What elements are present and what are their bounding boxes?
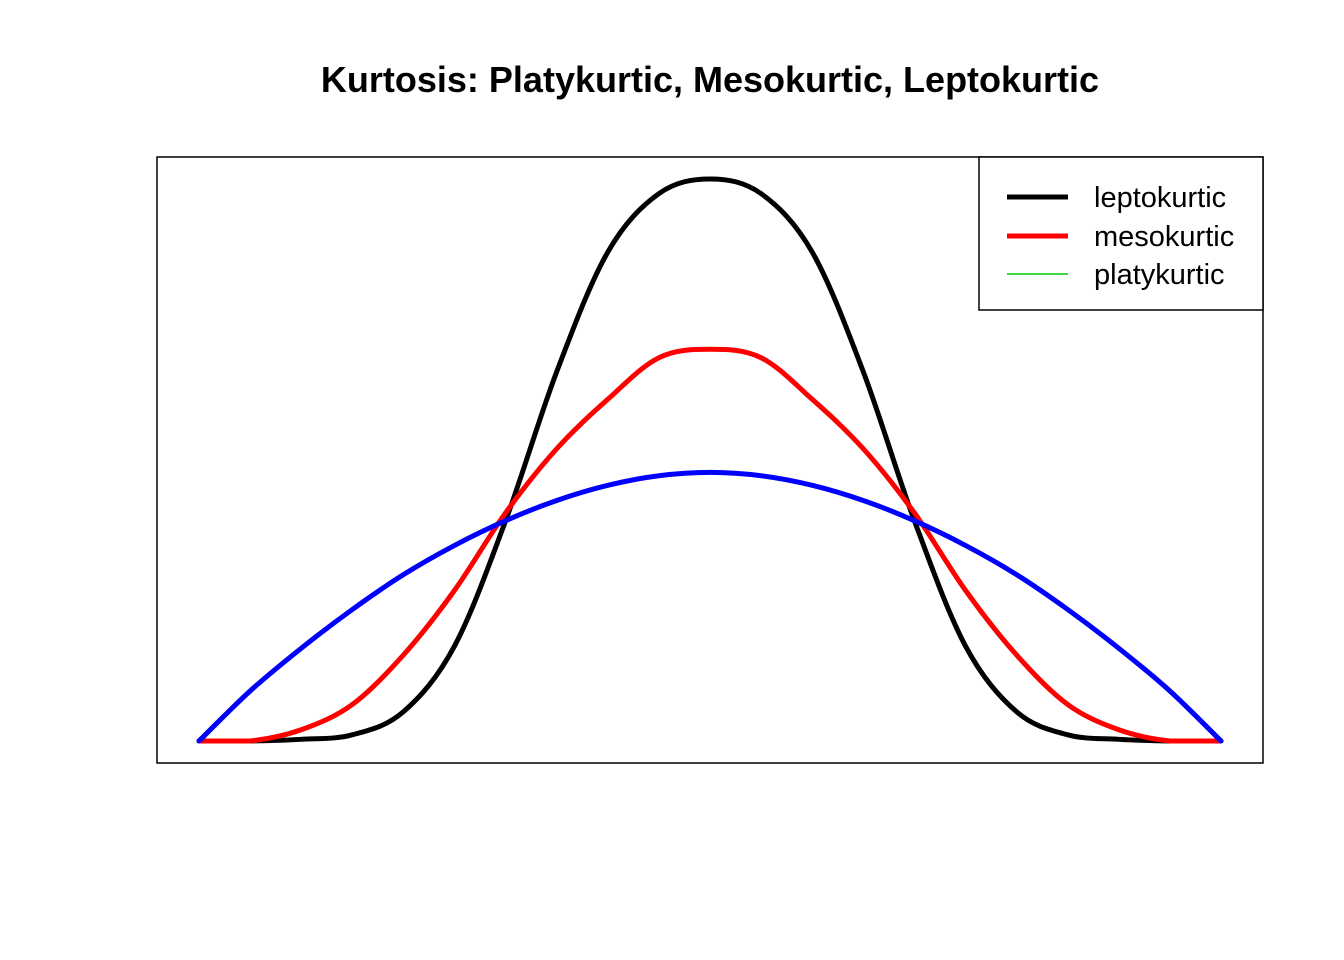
legend-label-platykurtic: platykurtic [1094, 259, 1225, 291]
chart-title: Kurtosis: Platykurtic, Mesokurtic, Lepto… [321, 59, 1099, 100]
legend-label-leptokurtic: leptokurtic [1094, 182, 1226, 214]
plot-frame [156, 156, 1264, 764]
legend-label-mesokurtic: mesokurtic [1094, 221, 1234, 253]
series-line-mesokurtic [196, 346, 1224, 744]
series-layer [196, 176, 1224, 744]
series-line-leptokurtic [196, 176, 1224, 744]
legend-items: leptokurtic mesokurtic platykurtic [1007, 182, 1234, 291]
legend: leptokurtic mesokurtic platykurtic [978, 156, 1264, 311]
series-line-platykurtic [196, 469, 1224, 744]
